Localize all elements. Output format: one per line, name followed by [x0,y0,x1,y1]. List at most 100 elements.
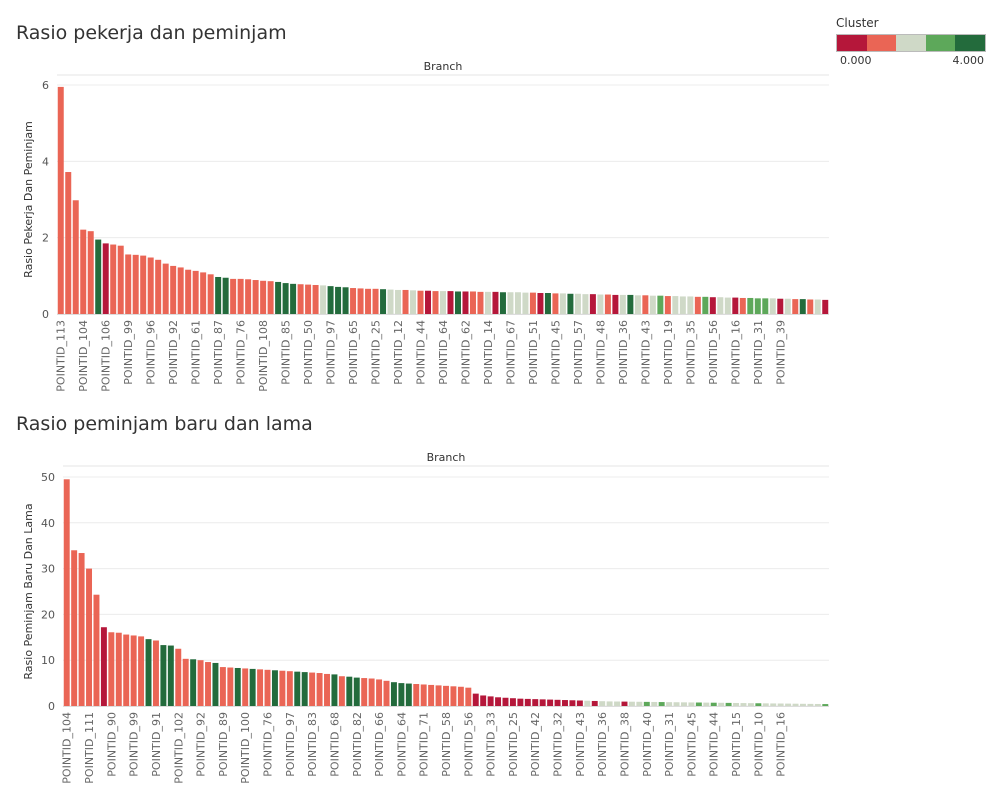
bar[interactable] [582,294,589,314]
bar[interactable] [628,701,635,706]
bar[interactable] [539,699,546,706]
bar[interactable] [405,683,412,706]
bar[interactable] [245,279,252,314]
bar[interactable] [507,292,514,314]
bar[interactable] [324,673,330,706]
bar[interactable] [739,297,746,314]
bar[interactable] [338,676,345,706]
bar[interactable] [200,272,207,314]
bar[interactable] [492,291,499,314]
bar[interactable] [465,687,472,706]
bar[interactable] [346,676,353,706]
bar[interactable] [634,295,641,314]
bar[interactable] [554,699,561,706]
bar[interactable] [614,701,621,706]
bar[interactable] [612,294,619,314]
bar[interactable] [182,658,189,706]
bar[interactable] [398,683,405,706]
bar[interactable] [327,286,334,314]
bar[interactable] [454,291,461,314]
bar[interactable] [138,636,145,706]
bar[interactable] [402,289,409,314]
bar[interactable] [725,702,732,706]
bar[interactable] [205,662,211,706]
bar[interactable] [309,672,316,706]
bar[interactable] [71,550,78,706]
bar[interactable] [792,299,799,314]
bar[interactable] [597,294,604,314]
bar[interactable] [252,280,259,314]
bar[interactable] [724,297,731,314]
bar[interactable] [271,670,278,706]
bar[interactable] [636,701,643,706]
bar[interactable] [108,632,115,706]
bar[interactable] [792,703,799,706]
bar[interactable] [604,294,611,314]
bar[interactable] [207,274,214,314]
bar[interactable] [733,702,740,706]
bar[interactable] [814,703,821,706]
bar[interactable] [282,283,289,314]
bar[interactable] [589,294,596,314]
bar[interactable] [428,684,435,706]
bar[interactable] [687,296,694,314]
bar[interactable] [57,86,64,315]
bar[interactable] [524,698,531,706]
bar[interactable] [627,294,634,314]
bar[interactable] [215,276,222,314]
bar[interactable] [331,674,338,706]
bar[interactable] [480,695,487,706]
bar[interactable] [450,686,457,706]
bar[interactable] [658,702,665,706]
bar[interactable] [65,172,72,314]
bar[interactable] [140,255,147,314]
bar[interactable] [569,700,576,706]
bar[interactable] [190,659,197,706]
bar[interactable] [769,298,776,314]
bar[interactable] [117,245,124,314]
bar[interactable] [275,281,282,314]
bar[interactable] [651,701,658,706]
bar[interactable] [361,678,368,706]
bar[interactable] [619,294,626,314]
bar[interactable] [147,257,154,314]
bar[interactable] [78,553,85,706]
bar[interactable] [552,293,559,314]
bar[interactable] [822,299,829,314]
bar[interactable] [95,239,102,314]
bar[interactable] [695,702,702,706]
bar[interactable] [443,685,449,706]
worker-borrower-ratio-chart[interactable]: Branch 0 2 4 6 Rasio Pekerja Dan Peminjam POIN… [0,0,1000,400]
bar[interactable] [312,284,319,314]
cluster-legend[interactable]: Cluster 0.000 4.000 [836,16,986,68]
bar[interactable] [591,700,598,706]
bar[interactable] [410,290,417,314]
bar[interactable] [717,297,724,314]
bar[interactable] [740,703,747,706]
bar[interactable] [785,703,792,706]
bar[interactable] [387,289,394,314]
bar[interactable] [532,699,539,706]
bar[interactable] [376,679,383,706]
bar[interactable] [167,645,174,706]
bar[interactable] [380,289,387,314]
bar[interactable] [170,265,177,314]
bar[interactable] [175,648,182,706]
bar[interactable] [770,703,777,706]
bar[interactable] [679,296,686,314]
bar[interactable] [484,291,491,314]
bar[interactable] [709,297,716,314]
bar[interactable] [732,297,739,314]
bar[interactable] [160,645,167,706]
bar[interactable] [681,702,687,706]
bar[interactable] [63,479,70,706]
bar[interactable] [234,667,241,706]
bar[interactable] [576,700,583,706]
bar[interactable] [100,627,107,706]
bar[interactable] [222,277,229,314]
bar[interactable] [350,288,357,314]
bar[interactable] [130,635,137,706]
bar[interactable] [657,295,664,314]
bar[interactable] [514,292,521,314]
bar[interactable] [155,259,162,314]
